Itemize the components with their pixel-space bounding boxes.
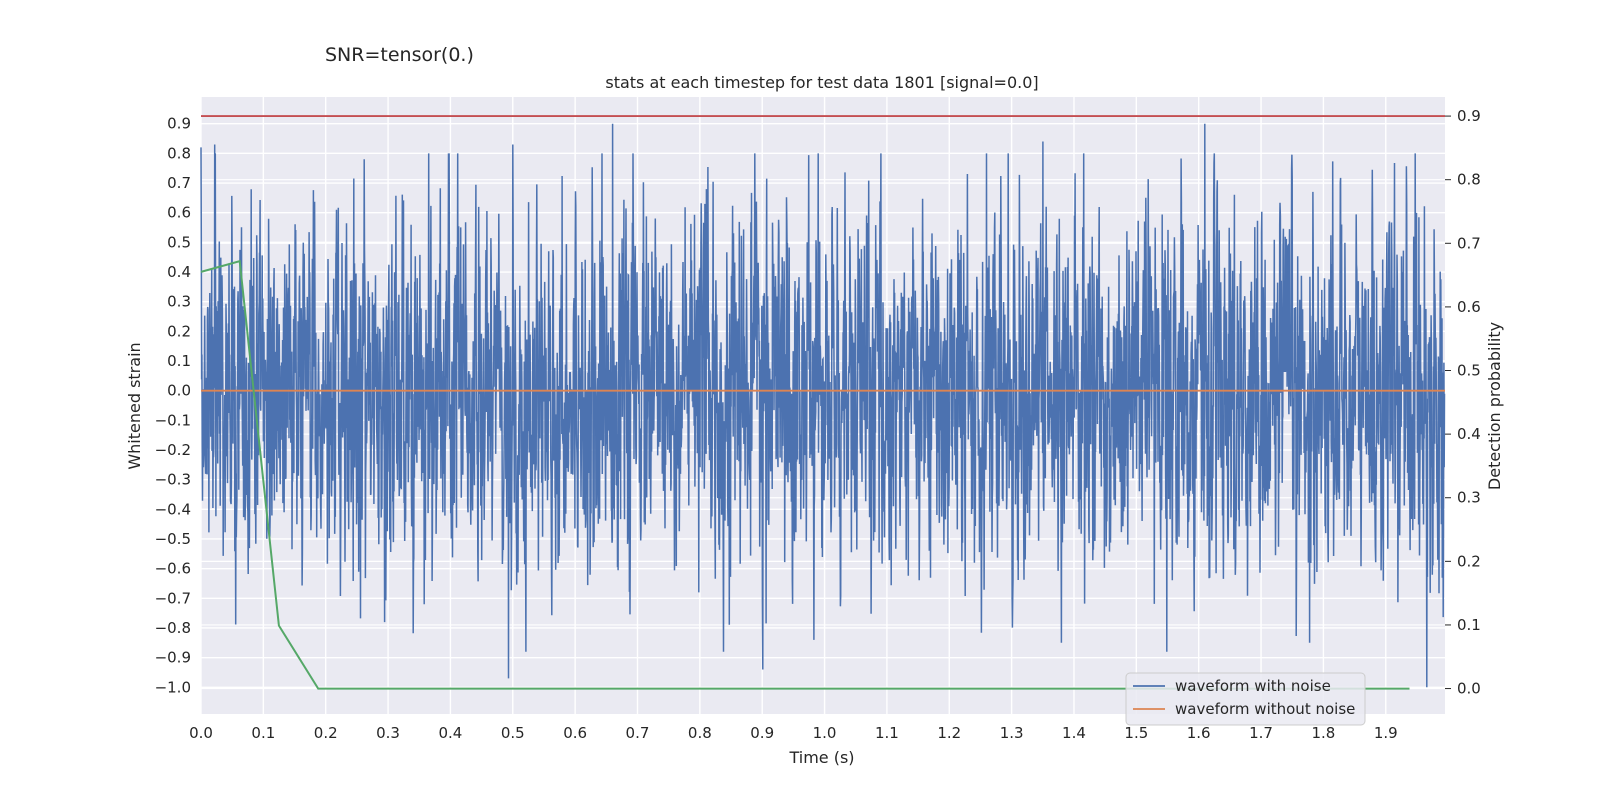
x-tick-label: 1.4 bbox=[1062, 724, 1086, 742]
legend-box bbox=[1125, 672, 1366, 726]
y-tick-label-right: 0.1 bbox=[1457, 616, 1481, 634]
y-tick-label-left: 0.3 bbox=[167, 293, 191, 311]
x-tick-label: 1.2 bbox=[937, 724, 961, 742]
x-tick-label: 0.4 bbox=[438, 724, 462, 742]
y-tick-label-right: 0.6 bbox=[1457, 298, 1481, 316]
x-tick-label: 1.5 bbox=[1124, 724, 1148, 742]
y-tick-label-left: 0.8 bbox=[167, 144, 191, 162]
y-tick-label-right: 0.2 bbox=[1457, 552, 1481, 570]
y-tick-label-left: −0.9 bbox=[155, 649, 191, 667]
y-tick-label-right: 0.3 bbox=[1457, 489, 1481, 507]
series-detection-probability bbox=[200, 259, 1410, 690]
x-tick-label: 1.7 bbox=[1249, 724, 1273, 742]
y-tick-label-left: −0.1 bbox=[155, 411, 191, 429]
y-tick-label-right: 0.7 bbox=[1457, 234, 1481, 252]
y-tick-label-left: 0.7 bbox=[167, 174, 191, 192]
x-tick-label: 1.0 bbox=[813, 724, 837, 742]
y-tick-label-left: −0.5 bbox=[155, 530, 191, 548]
y-tick-label-left: −0.6 bbox=[155, 560, 191, 578]
x-tick-label: 0.1 bbox=[251, 724, 275, 742]
y-axis-right-ticks: 0.9 0.8 0.7 0.6 0.5 0.4 0.3 0.2 0.1 0.0 bbox=[1445, 107, 1481, 698]
y-tick-label-right: 0.9 bbox=[1457, 107, 1481, 125]
x-tick-label: 0.8 bbox=[688, 724, 712, 742]
y-tick-label-left: −0.7 bbox=[155, 589, 191, 607]
series-waveform-with-noise bbox=[200, 123, 1446, 688]
y-tick-label-left: −0.2 bbox=[155, 441, 191, 459]
y-tick-label-left: 0.1 bbox=[167, 352, 191, 370]
x-tick-label: 0.3 bbox=[376, 724, 400, 742]
chart-title: stats at each timestep for test data 180… bbox=[605, 73, 1038, 92]
y-tick-label-left: −0.8 bbox=[155, 619, 191, 637]
x-tick-label: 0.0 bbox=[189, 724, 213, 742]
legend-label-clean: waveform without noise bbox=[1175, 700, 1355, 718]
y-tick-label-left: 0.2 bbox=[167, 322, 191, 340]
y-axis-left-label: Whitened strain bbox=[125, 342, 144, 469]
y-tick-label-right: 0.4 bbox=[1457, 425, 1481, 443]
y-tick-label-right: 0.8 bbox=[1457, 171, 1481, 189]
y-tick-label-left: 0.0 bbox=[167, 382, 191, 400]
x-tick-label: 1.6 bbox=[1187, 724, 1211, 742]
suptitle: SNR=tensor(0.) bbox=[325, 44, 474, 66]
x-tick-label: 1.1 bbox=[875, 724, 899, 742]
x-tick-label: 1.8 bbox=[1311, 724, 1335, 742]
x-tick-label: 1.3 bbox=[1000, 724, 1024, 742]
x-tick-label: 0.5 bbox=[501, 724, 525, 742]
x-tick-label: 0.6 bbox=[563, 724, 587, 742]
x-tick-label: 1.9 bbox=[1374, 724, 1398, 742]
x-tick-label: 0.2 bbox=[314, 724, 338, 742]
legend: waveform with noise waveform without noi… bbox=[1125, 672, 1366, 726]
y-tick-label-left: 0.6 bbox=[167, 204, 191, 222]
x-tick-label: 0.9 bbox=[750, 724, 774, 742]
y-axis-left-ticks: 0.9 0.8 0.7 0.6 0.5 0.4 0.3 0.2 0.1 0.0 −0.1 −0.2 −0… bbox=[155, 115, 191, 697]
x-tick-label: 0.7 bbox=[626, 724, 650, 742]
y-tick-label-left: 0.4 bbox=[167, 263, 191, 281]
y-tick-label-left: −0.3 bbox=[155, 471, 191, 489]
series-group bbox=[200, 115, 1446, 690]
y-tick-label-left: −0.4 bbox=[155, 500, 191, 518]
y-tick-label-left: 0.5 bbox=[167, 233, 191, 251]
legend-label-noise: waveform with noise bbox=[1175, 677, 1331, 695]
y-tick-label-right: 0.0 bbox=[1457, 680, 1481, 698]
x-axis-label: Time (s) bbox=[788, 748, 854, 767]
x-axis-ticks: 0.0 0.1 0.2 0.3 0.4 0.5 0.6 0.7 0.8 0.9 1.0 1.1 1.2 1… bbox=[189, 724, 1398, 742]
y-tick-label-left: −1.0 bbox=[155, 678, 191, 696]
y-axis-right-label: Detection probability bbox=[1485, 322, 1504, 490]
y-tick-label-right: 0.5 bbox=[1457, 362, 1481, 380]
y-tick-label-left: 0.9 bbox=[167, 115, 191, 133]
